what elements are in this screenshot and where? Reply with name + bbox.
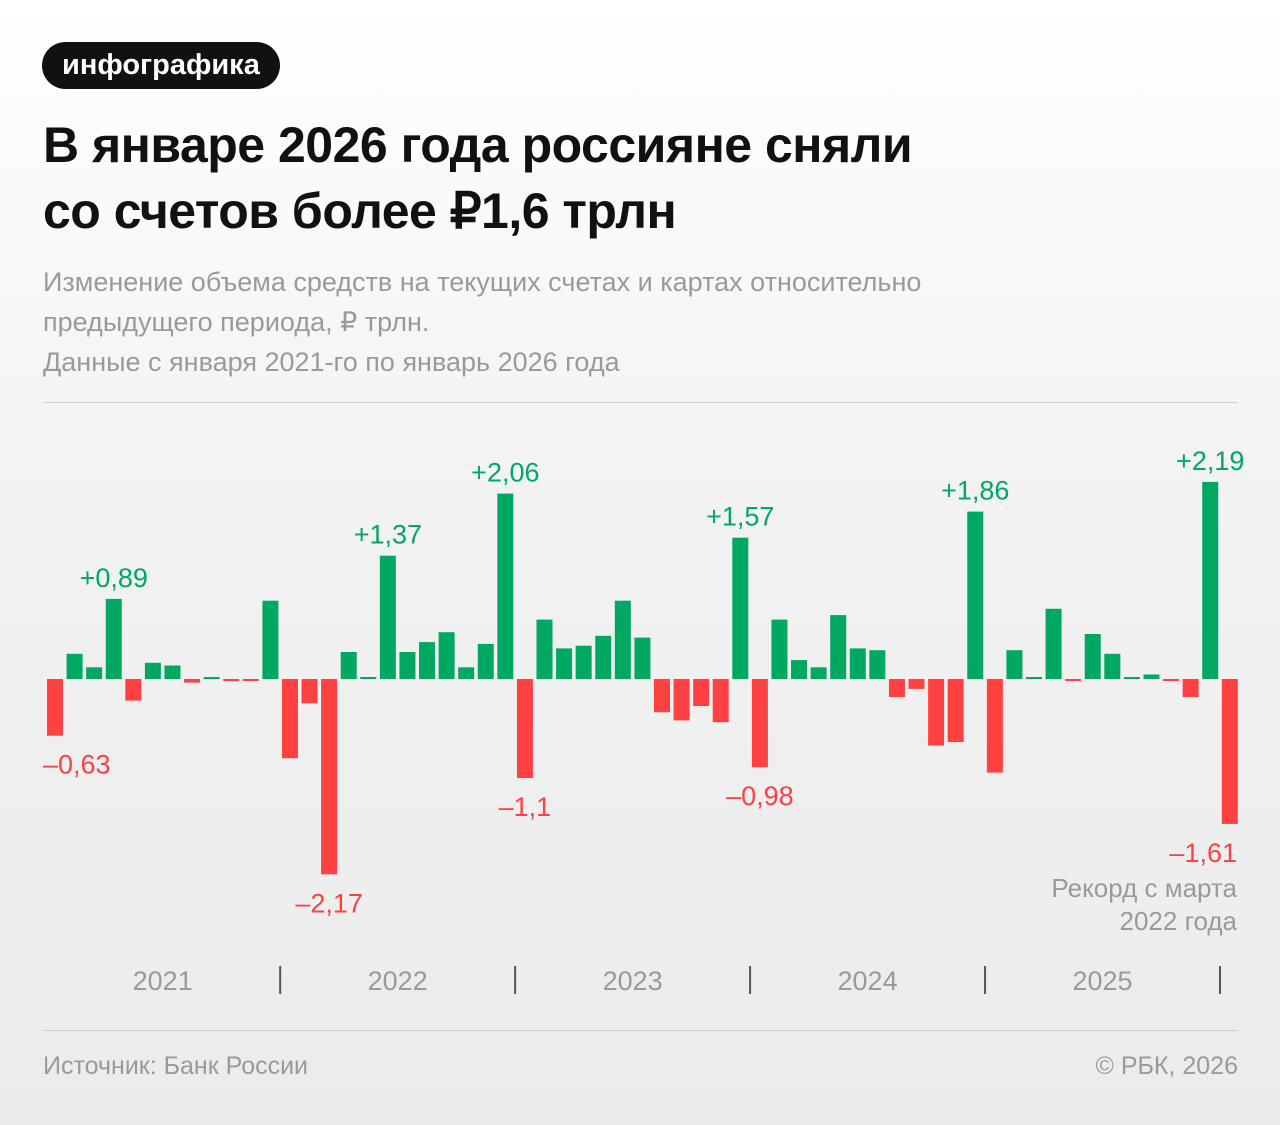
- bar: [184, 679, 201, 683]
- bar: [301, 679, 318, 704]
- bar: [1182, 679, 1199, 697]
- title-line: со счетов более ₽1,6 трлн: [43, 183, 677, 239]
- data-label: +1,86: [941, 476, 1009, 506]
- bar: [360, 677, 377, 679]
- data-label: –1,61: [1169, 838, 1237, 868]
- bar: [830, 615, 847, 679]
- bar: [477, 643, 494, 679]
- copyright-text: © РБК, 2026: [1095, 1052, 1238, 1080]
- bar: [751, 679, 768, 768]
- title-line: В январе 2026 года россияне сняли: [43, 117, 913, 173]
- bar: [888, 679, 905, 697]
- bar: [693, 679, 710, 706]
- page-title: В январе 2026 года россияне сняли со сче…: [43, 112, 1193, 244]
- bar: [653, 679, 670, 713]
- data-label: –2,17: [295, 888, 363, 918]
- subtitle-line: предыдущего периода, ₽ трлн.: [43, 307, 430, 337]
- x-tick-label: 2021: [133, 966, 193, 996]
- data-label: +0,89: [80, 563, 148, 593]
- bar: [164, 665, 181, 679]
- bar: [379, 555, 396, 679]
- bar: [1045, 608, 1062, 679]
- bar: [144, 662, 161, 679]
- bar: [419, 642, 436, 679]
- data-label: –0,63: [43, 750, 111, 780]
- bar: [1065, 679, 1082, 681]
- bar: [203, 677, 220, 679]
- x-tick-label: 2025: [1072, 966, 1132, 996]
- bar: [575, 645, 592, 679]
- bar: [47, 679, 63, 736]
- chart-subtitle: Изменение объема средств на текущих счет…: [43, 262, 1193, 382]
- x-tick-label: 2024: [838, 966, 898, 996]
- bar: [242, 679, 259, 681]
- data-label: +2,06: [471, 458, 539, 488]
- bar: [66, 653, 83, 679]
- bar: [1026, 677, 1042, 679]
- data-label: –0,98: [726, 781, 794, 811]
- bar: [1084, 634, 1101, 679]
- bar: [614, 600, 631, 679]
- bar: [86, 667, 103, 679]
- subtitle-line: Данные с января 2021-го по январь 2026 г…: [43, 347, 620, 377]
- bar: [928, 679, 945, 746]
- bar: [810, 667, 827, 679]
- bar: [849, 648, 866, 679]
- bar: [791, 660, 808, 679]
- bar: [1006, 650, 1023, 679]
- bar: [947, 679, 964, 742]
- record-annotation: Рекорд с марта: [1051, 873, 1237, 903]
- bottom-divider: [43, 1030, 1238, 1031]
- bar: [967, 511, 984, 679]
- subtitle-line: Изменение объема средств на текущих счет…: [43, 267, 922, 297]
- bar: [1202, 481, 1219, 679]
- bar: [712, 679, 729, 723]
- bar: [321, 679, 338, 875]
- bar: [673, 679, 690, 721]
- bar: [262, 600, 279, 679]
- bar: [634, 637, 651, 679]
- bar: [1123, 677, 1140, 679]
- bar: [438, 632, 455, 679]
- data-label: +1,57: [706, 502, 774, 532]
- bar: [340, 652, 357, 679]
- category-badge: инфографика: [42, 42, 280, 89]
- data-label: –1,1: [499, 792, 552, 822]
- bar: [556, 648, 573, 679]
- bar: [1221, 679, 1238, 824]
- bar: [105, 598, 122, 679]
- bar: [536, 619, 553, 679]
- x-tick-label: 2023: [603, 966, 663, 996]
- bar: [497, 493, 514, 679]
- bar: [1104, 653, 1121, 679]
- data-label: +1,37: [354, 520, 422, 550]
- bar: [399, 652, 416, 679]
- bar: [516, 679, 533, 778]
- bar: [1163, 679, 1180, 681]
- bar: [1143, 674, 1160, 679]
- source-text: Источник: Банк России: [43, 1052, 309, 1080]
- x-tick-label: 2022: [368, 966, 428, 996]
- top-divider: [43, 402, 1238, 403]
- record-annotation: 2022 года: [1120, 906, 1238, 936]
- bar: [125, 679, 142, 701]
- data-label: +2,19: [1176, 446, 1244, 476]
- bar: [869, 650, 886, 679]
- bar: [223, 679, 240, 681]
- bar: [908, 679, 925, 689]
- bar: [458, 667, 475, 679]
- bar: [595, 635, 612, 679]
- bar: [281, 679, 298, 759]
- bar: [771, 619, 788, 679]
- bar-chart: –0,63 +0,89 –2,17 +1,37 +2,06 –1,1 +1,57 –0,98 +…: [43, 446, 1244, 996]
- bar: [732, 537, 749, 679]
- bar: [986, 679, 1003, 773]
